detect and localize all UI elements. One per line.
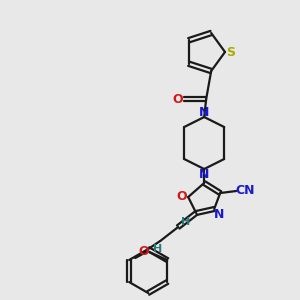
Text: H: H — [181, 217, 190, 227]
Text: O: O — [177, 190, 188, 202]
Text: O: O — [138, 244, 148, 257]
Text: N: N — [214, 208, 224, 220]
Text: CN: CN — [236, 184, 255, 196]
Text: N: N — [199, 106, 209, 118]
Text: O: O — [173, 92, 184, 106]
Text: S: S — [226, 46, 236, 59]
Text: N: N — [199, 167, 209, 181]
Text: H: H — [153, 244, 162, 254]
